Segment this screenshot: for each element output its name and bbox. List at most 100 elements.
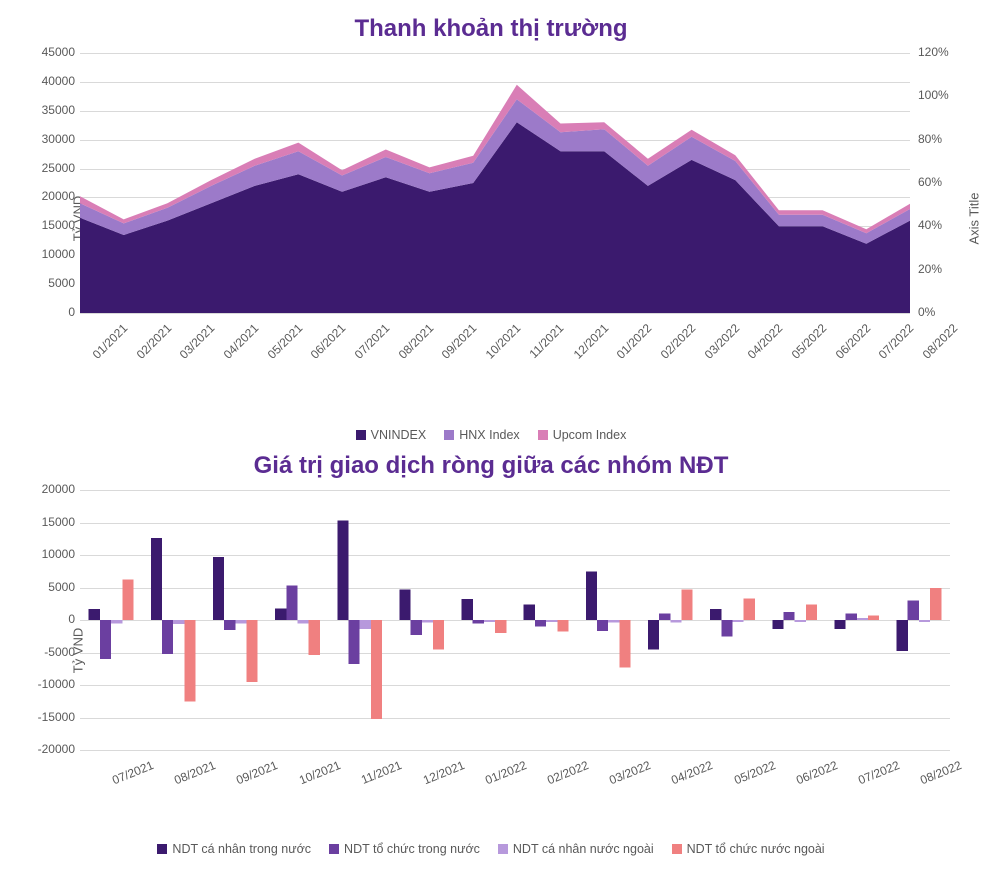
x-tick: 07/2021 <box>352 321 393 362</box>
legend-swatch <box>538 430 548 440</box>
x-tick: 09/2021 <box>235 758 280 787</box>
x-tick: 02/2021 <box>133 321 174 362</box>
x-tick: 07/2022 <box>856 758 901 787</box>
bar <box>557 620 568 632</box>
gridline <box>80 750 950 751</box>
bar <box>608 620 619 623</box>
bar <box>586 571 597 620</box>
bar <box>433 620 444 649</box>
bar <box>670 620 681 623</box>
chart1-legend: VNINDEXHNX IndexUpcom Index <box>10 428 972 442</box>
bar <box>648 620 659 649</box>
bar <box>784 612 795 620</box>
x-tick: 07/2022 <box>876 321 917 362</box>
yr-tick: 0% <box>918 305 935 319</box>
x-tick: 04/2022 <box>745 321 786 362</box>
legend-label: NDT cá nhân trong nước <box>172 842 311 856</box>
legend-label: HNX Index <box>459 428 519 442</box>
legend-swatch <box>498 844 508 854</box>
x-tick: 08/2022 <box>918 758 963 787</box>
bar <box>122 580 133 620</box>
bar <box>682 589 693 620</box>
bar <box>275 608 286 620</box>
x-tick: 12/2021 <box>421 758 466 787</box>
legend-item: NDT tổ chức trong nước <box>329 842 480 856</box>
yr-tick: 40% <box>918 218 942 232</box>
bar <box>111 620 122 623</box>
bar <box>795 620 806 622</box>
bar <box>846 614 857 621</box>
y-tick: -15000 <box>25 710 75 724</box>
bar <box>100 620 111 659</box>
legend-swatch <box>157 844 167 854</box>
bar <box>868 616 879 621</box>
net-trading-bar-chart: Giá trị giao dịch ròng giữa các nhóm NĐT… <box>10 452 972 856</box>
x-tick: 12/2021 <box>570 321 611 362</box>
bar <box>184 620 195 701</box>
bar <box>247 620 258 682</box>
y-tick: 5000 <box>25 580 75 594</box>
yl-tick: 5000 <box>25 276 75 290</box>
x-tick: 11/2021 <box>359 758 404 787</box>
bar <box>173 620 184 624</box>
x-tick: 04/2021 <box>221 321 262 362</box>
legend-swatch <box>329 844 339 854</box>
bar <box>733 620 744 622</box>
bar <box>897 620 908 651</box>
bar <box>151 538 162 620</box>
bar <box>235 620 246 623</box>
x-tick: 06/2021 <box>308 321 349 362</box>
bar <box>772 620 783 629</box>
yl-tick: 10000 <box>25 247 75 261</box>
x-tick: 08/2021 <box>395 321 436 362</box>
bar <box>399 589 410 620</box>
y-tick: -20000 <box>25 742 75 756</box>
bar <box>462 599 473 620</box>
bar <box>919 620 930 622</box>
y-tick: -5000 <box>25 645 75 659</box>
x-tick: 03/2022 <box>607 758 652 787</box>
legend-item: HNX Index <box>444 428 519 442</box>
chart1-yr-label: Axis Title <box>966 192 981 244</box>
bar <box>535 620 546 627</box>
yl-tick: 20000 <box>25 189 75 203</box>
x-tick: 05/2022 <box>732 758 777 787</box>
legend-item: NDT cá nhân nước ngoài <box>498 842 654 856</box>
bar <box>89 609 100 620</box>
chart1-svg <box>80 53 910 313</box>
bar <box>349 620 360 664</box>
x-tick: 05/2021 <box>264 321 305 362</box>
yl-tick: 25000 <box>25 161 75 175</box>
bar <box>806 604 817 620</box>
bar <box>546 620 557 622</box>
legend-label: NDT tổ chức nước ngoài <box>687 842 825 856</box>
x-tick: 06/2022 <box>832 321 873 362</box>
x-tick: 08/2022 <box>920 321 961 362</box>
bar <box>371 620 382 719</box>
chart2-title: Giá trị giao dịch ròng giữa các nhóm NĐT <box>10 452 972 480</box>
bar <box>360 620 371 629</box>
bar <box>337 521 348 620</box>
yr-tick: 20% <box>918 262 942 276</box>
legend-swatch <box>672 844 682 854</box>
yr-tick: 100% <box>918 88 949 102</box>
bar <box>744 599 755 621</box>
bar <box>473 620 484 623</box>
x-tick: 03/2022 <box>701 321 742 362</box>
x-tick: 10/2021 <box>297 758 342 787</box>
bar <box>422 620 433 623</box>
legend-label: NDT cá nhân nước ngoài <box>513 842 654 856</box>
bar <box>495 620 506 633</box>
yl-tick: 30000 <box>25 132 75 146</box>
y-tick: -10000 <box>25 677 75 691</box>
bar <box>162 620 173 654</box>
legend-label: VNINDEX <box>371 428 427 442</box>
legend-item: VNINDEX <box>356 428 427 442</box>
x-tick: 01/2021 <box>90 321 131 362</box>
legend-item: NDT cá nhân trong nước <box>157 842 311 856</box>
x-tick: 06/2022 <box>794 758 839 787</box>
chart2-plot: Tỷ VND -20000-15000-10000-50000500010000… <box>80 490 950 795</box>
bar <box>908 601 919 621</box>
bar <box>286 586 297 620</box>
chart2-legend: NDT cá nhân trong nước NDT tổ chức trong … <box>10 842 972 856</box>
